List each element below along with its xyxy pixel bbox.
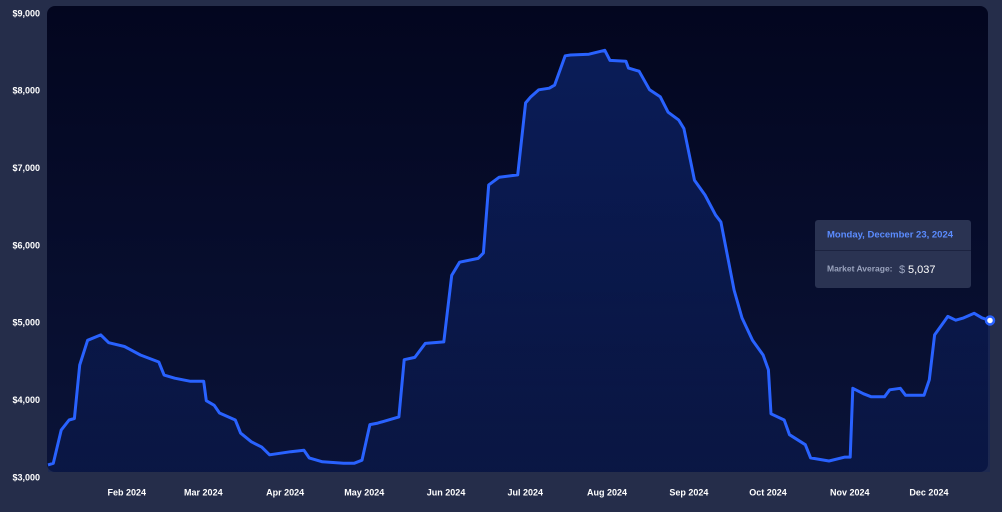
x-tick-label: Jul 2024 <box>507 487 543 497</box>
tooltip: Monday, December 23, 2024 Market Average… <box>815 220 971 288</box>
y-tick-label: $4,000 <box>12 395 40 405</box>
tooltip-label: Market Average: <box>827 263 893 273</box>
x-tick-label: Dec 2024 <box>909 487 948 497</box>
x-tick-label: Nov 2024 <box>830 487 870 497</box>
y-tick-label: $7,000 <box>12 163 40 173</box>
tooltip-currency: $ <box>899 264 905 276</box>
y-tick-label: $9,000 <box>12 8 40 18</box>
tooltip-divider <box>815 250 971 251</box>
x-tick-label: Aug 2024 <box>587 487 627 497</box>
x-tick-label: Feb 2024 <box>108 487 147 497</box>
x-tick-label: Apr 2024 <box>266 487 304 497</box>
y-tick-label: $5,000 <box>12 318 40 328</box>
x-tick-label: Jun 2024 <box>427 487 466 497</box>
tooltip-box <box>815 220 971 288</box>
line <box>47 48 991 467</box>
area <box>48 50 990 473</box>
x-tick-label: Oct 2024 <box>749 487 787 497</box>
x-tick-label: May 2024 <box>344 487 384 497</box>
y-tick-label: $3,000 <box>12 472 40 482</box>
y-tick-label: $8,000 <box>12 86 40 96</box>
tooltip-value: 5,037 <box>908 264 936 276</box>
tooltip-date: Monday, December 23, 2024 <box>827 230 954 241</box>
hover-point <box>984 315 996 326</box>
x-tick-label: Mar 2024 <box>184 487 223 497</box>
x-tick-label: Sep 2024 <box>669 487 708 497</box>
y-tick-label: $6,000 <box>12 240 40 250</box>
